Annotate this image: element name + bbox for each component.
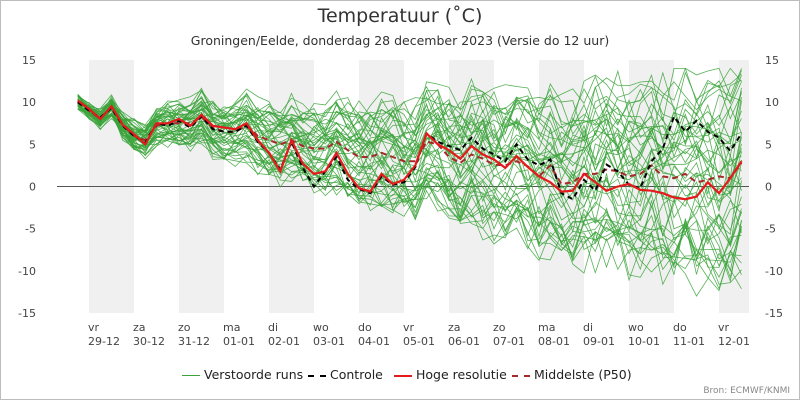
y-tick-right--5: -5 — [765, 223, 776, 236]
x-tick-date-2: 31-12 — [178, 335, 210, 348]
x-tick-dow-1: za — [133, 321, 146, 334]
legend-median-label: Middelste (P50) — [534, 367, 632, 382]
x-tick-dow-0: vr — [88, 321, 100, 334]
x-tick-dow-11: di — [583, 321, 593, 334]
x-tick-date-6: 04-01 — [358, 335, 390, 348]
y-tick-right--10: -10 — [765, 265, 783, 278]
ensemble-run-45 — [77, 99, 742, 196]
legend-ensemble-label: Verstoorde runs — [204, 367, 304, 382]
x-tick-dow-10: ma — [538, 321, 555, 334]
x-tick-date-10: 08-01 — [538, 335, 570, 348]
x-tick-dow-13: do — [673, 321, 687, 334]
y-tick-right-15: 15 — [765, 54, 779, 67]
y-tick-left--10: -10 — [18, 265, 36, 278]
x-tick-date-3: 01-01 — [223, 335, 255, 348]
chart-title: Temperatuur (˚C) — [317, 5, 483, 27]
x-tick-date-9: 07-01 — [493, 335, 525, 348]
y-tick-left-10: 10 — [22, 96, 36, 109]
ensemble-run-24 — [77, 90, 742, 154]
x-tick-date-13: 11-01 — [673, 335, 705, 348]
ensemble-run-26 — [77, 98, 742, 241]
x-tick-dow-14: vr — [718, 321, 730, 334]
x-tick-date-14: 12-01 — [718, 335, 750, 348]
x-tick-dow-6: do — [358, 321, 372, 334]
ensemble-run-29 — [77, 102, 742, 167]
chart-legend: Verstoorde runs Controle Hoge resolutie … — [0, 367, 800, 383]
y-tick-left-5: 5 — [29, 138, 36, 151]
ensemble-run-39 — [77, 99, 742, 215]
y-tick-left-0: 0 — [29, 181, 36, 194]
y-tick-left-15: 15 — [22, 54, 36, 67]
median-p50-line — [77, 101, 743, 186]
y-axis-ticks: 15 15 10 10 5 5 0 0 -5 -5 -10 -10 -15 -15 — [18, 54, 783, 320]
ensemble-run-35 — [77, 106, 742, 285]
x-tick-date-1: 30-12 — [133, 335, 165, 348]
ensemble-runs — [77, 67, 742, 297]
legend-hires-label: Hoge resolutie — [416, 367, 507, 382]
y-tick-right-0: 0 — [765, 181, 772, 194]
x-tick-dow-8: za — [448, 321, 461, 334]
x-tick-date-4: 02-01 — [268, 335, 300, 348]
main-series — [77, 99, 743, 201]
ensemble-run-48 — [77, 106, 742, 297]
x-tick-dow-12: wo — [628, 321, 644, 334]
ensemble-run-49 — [77, 101, 742, 258]
high-resolution-line — [77, 99, 743, 201]
y-tick-right-5: 5 — [765, 138, 772, 151]
ensemble-run-22 — [77, 101, 742, 268]
y-tick-right--15: -15 — [765, 307, 783, 320]
legend-control-label: Controle — [330, 367, 383, 382]
legend-hires-swatch — [394, 375, 412, 377]
x-tick-dow-2: zo — [178, 321, 191, 334]
legend-control-swatch — [308, 375, 326, 377]
y-tick-left--5: -5 — [25, 223, 36, 236]
ensemble-run-28 — [77, 103, 742, 273]
ensemble-run-19 — [77, 95, 742, 164]
ensemble-run-38 — [77, 108, 742, 283]
x-tick-date-0: 29-12 — [88, 335, 120, 348]
legend-median-swatch — [512, 375, 530, 377]
x-tick-date-5: 03-01 — [313, 335, 345, 348]
chart-subtitle: Groningen/Eelde, donderdag 28 december 2… — [190, 33, 610, 48]
x-tick-date-8: 06-01 — [448, 335, 480, 348]
x-tick-dow-4: di — [268, 321, 278, 334]
ensemble-run-34 — [77, 105, 742, 202]
control-line — [77, 101, 743, 201]
x-tick-dow-5: wo — [313, 321, 329, 334]
x-tick-dow-7: vr — [403, 321, 415, 334]
y-tick-left--15: -15 — [18, 307, 36, 320]
ensemble-run-18 — [77, 98, 742, 182]
x-tick-date-11: 09-01 — [583, 335, 615, 348]
y-tick-right-10: 10 — [765, 96, 779, 109]
x-tick-date-7: 05-01 — [403, 335, 435, 348]
x-tick-dow-3: ma — [223, 321, 240, 334]
x-tick-date-12: 10-01 — [628, 335, 660, 348]
source-credit: Bron: ECMWF/KNMI — [703, 386, 790, 396]
ensemble-run-14 — [77, 108, 742, 245]
x-tick-dow-9: zo — [493, 321, 506, 334]
ensemble-run-44 — [77, 100, 742, 206]
ensemble-run-41 — [77, 95, 742, 151]
ensemble-run-50 — [77, 100, 742, 242]
ensemble-run-46 — [77, 81, 742, 147]
x-axis-ticks: vr29-12za30-12zo31-12ma01-01di02-01wo03-… — [88, 321, 750, 348]
legend-ensemble-swatch — [182, 375, 200, 376]
